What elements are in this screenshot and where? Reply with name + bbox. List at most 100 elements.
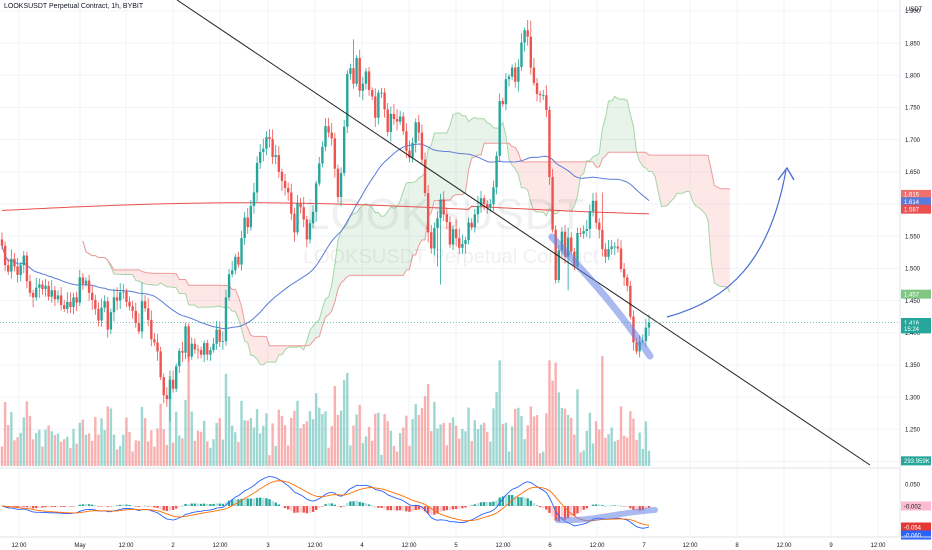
cloud-segment <box>412 181 416 256</box>
macd-histogram-bar <box>302 506 305 513</box>
volume-bar <box>479 424 483 466</box>
cloud-segment <box>596 153 600 168</box>
candle-body <box>486 204 489 208</box>
cloud-segment <box>188 285 192 306</box>
candle-body <box>69 301 72 308</box>
macd-histogram-bar <box>140 506 144 507</box>
macd-histogram-bar <box>336 506 340 507</box>
price-axis[interactable]: USDT1.9001.8501.8001.7501.7001.6501.6001… <box>899 0 932 550</box>
macd-histogram-bar <box>193 503 197 506</box>
macd-histogram-bar <box>255 497 259 506</box>
time-tick-label: 4 <box>360 543 364 549</box>
cloud-segment <box>169 273 174 288</box>
cloud-segment <box>160 273 164 285</box>
volume-bar <box>436 428 439 466</box>
cloud-segment <box>655 155 659 193</box>
volume-bar <box>638 432 641 466</box>
candle-body <box>336 168 340 197</box>
volume-bar <box>159 403 162 466</box>
macd-histogram-bar <box>585 506 588 509</box>
macd-histogram-bar <box>143 505 147 507</box>
candle-body <box>159 351 162 378</box>
macd-histogram-bar <box>507 494 511 506</box>
volume-bar <box>258 433 262 466</box>
candle-body <box>635 342 638 352</box>
macd-histogram-bar <box>517 497 520 506</box>
macd-pane <box>0 467 932 529</box>
candle-body <box>358 57 361 91</box>
macd-histogram-bar <box>63 506 66 507</box>
macd-histogram-bar <box>464 506 467 508</box>
macd-histogram-bar <box>355 500 358 506</box>
candle-body <box>433 227 436 249</box>
cloud-segment <box>717 187 721 287</box>
time-tick-label: 2 <box>171 543 175 549</box>
volume-bar <box>274 445 277 466</box>
time-tick-label: 8 <box>735 543 739 549</box>
candle-body <box>448 222 452 245</box>
time-tick-label: 12:00 <box>589 543 605 549</box>
macd-histogram-bar <box>100 506 103 507</box>
volume-bar <box>150 430 153 466</box>
candle-body <box>184 326 187 353</box>
cloud-segment <box>372 207 376 276</box>
candle-body <box>551 176 554 230</box>
candle-body <box>470 222 473 228</box>
volume-bar <box>467 407 470 466</box>
price-tick-label: 1.850 <box>905 41 921 47</box>
volume-bar <box>311 419 315 466</box>
macd-histogram-bar <box>557 506 560 522</box>
macd-histogram-bar <box>146 506 150 507</box>
candle-body <box>59 295 63 306</box>
cloud-segment <box>493 127 497 144</box>
candle-body <box>156 342 159 352</box>
volume-bar <box>361 443 365 466</box>
price-label-text: 293.959K <box>904 459 930 465</box>
volume-bar <box>134 440 137 466</box>
volume-bar <box>370 440 374 466</box>
candle-body <box>355 57 358 84</box>
volume-bar <box>84 434 88 466</box>
volume-bar <box>91 440 94 466</box>
volume-bar <box>374 413 377 466</box>
volume-bar <box>582 450 585 466</box>
volume-bar <box>389 430 393 466</box>
candle-body <box>140 301 144 332</box>
macd-histogram-bar <box>370 505 374 507</box>
volume-bar <box>190 411 193 466</box>
volume-bar <box>554 362 557 466</box>
cloud-segment <box>319 308 323 337</box>
time-axis[interactable]: 12:00 May 12:00 2 12:00 3 12:00 4 12:00 5 12:00 6 12… <box>0 536 932 549</box>
volume-bar <box>364 436 368 466</box>
candle-body <box>473 214 477 228</box>
macd-histogram-bar <box>75 505 78 507</box>
macd-histogram-bar <box>230 499 234 506</box>
price-tick-label: 1.550 <box>905 234 921 240</box>
candle-body <box>420 132 424 160</box>
cloud-segment <box>680 155 684 194</box>
macd-histogram-bar <box>91 504 94 506</box>
candle-body <box>560 231 564 251</box>
volume-bar <box>445 445 449 466</box>
cloud-segment <box>250 335 254 356</box>
price-tick-label: 1.450 <box>905 299 921 305</box>
cloud-segment <box>204 285 208 308</box>
cloud-segment <box>704 155 709 221</box>
macd-histogram-bar <box>134 506 137 507</box>
volume-bar <box>392 445 396 466</box>
candle-body <box>249 205 253 228</box>
volume-bar <box>22 417 25 466</box>
cloud-segment <box>322 298 326 327</box>
candle-body <box>445 214 449 223</box>
volume-bar <box>588 412 592 466</box>
macd-histogram-bar <box>262 497 265 506</box>
volume-bar <box>464 431 467 466</box>
macd-histogram-bar <box>451 506 455 510</box>
macd-histogram-bar <box>579 506 582 512</box>
candle-body <box>100 307 103 321</box>
volume-bar <box>153 446 156 466</box>
macd-histogram-bar <box>274 502 277 506</box>
candle-body <box>576 232 579 267</box>
macd-histogram-bar <box>638 506 641 511</box>
volume-bar <box>594 421 598 466</box>
